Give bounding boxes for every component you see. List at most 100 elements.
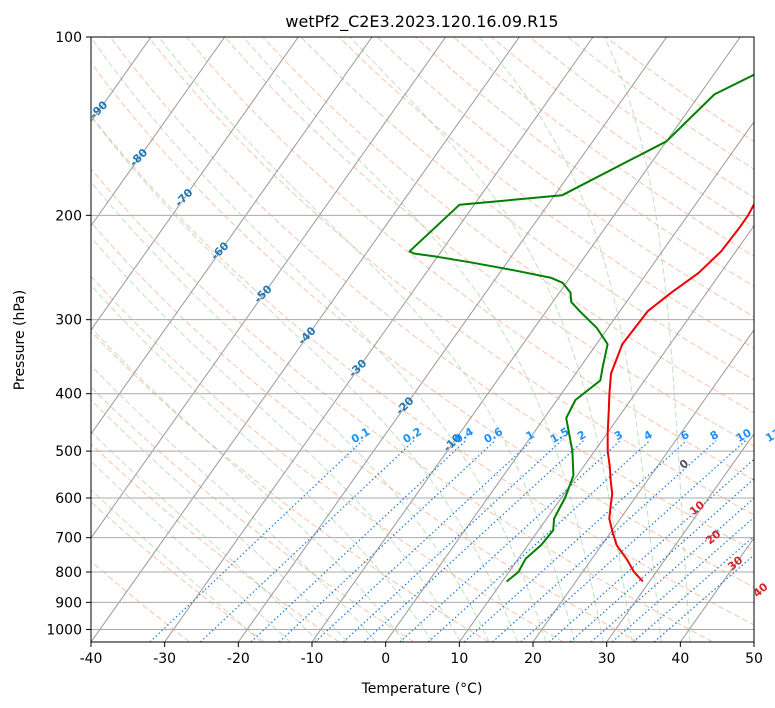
isotherm-line <box>385 120 754 642</box>
mixing-ratio-line <box>611 516 754 642</box>
isotherm-line <box>753 641 754 642</box>
mixing-ratio-line <box>463 440 688 642</box>
isotherm-line <box>164 37 594 642</box>
isotherm-line <box>91 37 520 642</box>
y-tick-label: 400 <box>55 387 82 403</box>
isotherm-label: -70 <box>172 186 195 209</box>
dry-adiabat-line <box>91 443 340 642</box>
x-tick-label: 30 <box>598 651 616 667</box>
isotherm-line <box>91 37 373 435</box>
mixing-ratio-line <box>590 497 754 642</box>
isotherm-line <box>606 433 754 642</box>
dry-adiabat-line <box>91 114 754 626</box>
moist-adiabat-label: 10 <box>687 498 707 518</box>
mixing-ratio-label: 3 <box>612 428 625 443</box>
y-tick-label: 700 <box>55 531 82 547</box>
mixing-ratio-line <box>342 440 562 642</box>
mixing-ratio-line <box>427 440 651 642</box>
moist-adiabat-line <box>91 115 518 642</box>
moist-adiabat-label: 30 <box>725 553 745 573</box>
isotherm-label: -80 <box>127 146 150 169</box>
mixing-ratio-label: 13 <box>763 426 775 445</box>
dry-adiabat-line <box>300 37 754 381</box>
dry-adiabat-line <box>91 501 265 642</box>
mixing-ratio-label: 0.2 <box>401 425 424 446</box>
moist-adiabat-line <box>91 430 320 642</box>
isotherm-line <box>458 224 754 642</box>
x-tick-label: -40 <box>80 651 103 667</box>
dry-adiabat-line <box>529 37 754 199</box>
isotherm-line <box>91 37 447 539</box>
mixing-ratio-line <box>199 440 415 642</box>
mixing-ratio-label: 6 <box>678 428 691 443</box>
isotherm-label: -60 <box>208 239 231 262</box>
y-tick-label: 1000 <box>46 622 82 638</box>
y-tick-label: 500 <box>55 444 82 460</box>
dry-adiabat-line <box>91 275 564 642</box>
dry-adiabat-line <box>338 37 754 349</box>
x-tick-label: 20 <box>524 651 542 667</box>
moist-adiabat-line <box>91 236 462 642</box>
dry-adiabat-line <box>91 221 639 642</box>
moist-adiabat-line <box>158 37 576 642</box>
x-tick-label: 50 <box>745 651 763 667</box>
x-axis-label: Temperature (°C) <box>361 681 483 697</box>
mixing-ratio-line <box>632 535 754 642</box>
y-tick-label: 300 <box>55 313 82 329</box>
moist-adiabat-line <box>349 37 633 642</box>
moist-adiabat-label: 20 <box>703 527 723 547</box>
y-tick-label: 200 <box>55 208 82 224</box>
moist-adiabat-line <box>91 326 405 642</box>
x-tick-label: -20 <box>227 651 250 667</box>
dry-adiabat-line <box>262 37 754 414</box>
x-tick-label: 0 <box>381 651 390 667</box>
mixing-ratio-line <box>314 440 533 642</box>
mixing-ratio-label: 0.6 <box>482 425 506 446</box>
isotherm-line <box>91 37 299 331</box>
isotherm-line <box>237 37 668 642</box>
moist-adiabat-line <box>91 364 377 642</box>
dry-adiabat-line <box>91 330 489 642</box>
moist-adiabat-line <box>91 399 348 642</box>
mixing-ratio-label: 1 <box>524 428 537 443</box>
dry-adiabat-line <box>148 37 754 516</box>
y-tick-label: 100 <box>55 30 82 46</box>
moist-adiabat-line <box>91 181 490 642</box>
mixing-ratio-line <box>569 478 754 642</box>
y-axis-label: Pressure (hPa) <box>12 290 28 390</box>
isotherm-label: -40 <box>295 324 318 347</box>
x-tick-label: -30 <box>153 651 176 667</box>
isotherm-line <box>679 537 754 642</box>
isotherm-line <box>0 37 4 642</box>
mixing-ratio-label: 0.4 <box>452 425 476 446</box>
isotherm-line <box>91 37 226 227</box>
mixing-ratio-label: 8 <box>708 428 721 443</box>
x-tick-label: 40 <box>671 651 689 667</box>
dry-adiabat-line <box>91 386 415 642</box>
dry-adiabat-line <box>91 167 713 642</box>
isotherm-label: -100 <box>42 51 71 80</box>
mixing-ratio-line <box>149 440 363 642</box>
moist-adiabat-line <box>91 489 262 642</box>
isotherm-label: -30 <box>346 356 369 379</box>
isotherm-label: -20 <box>393 394 416 417</box>
moist-adiabat-line <box>603 37 691 642</box>
dry-adiabat-line <box>376 37 754 318</box>
temperature-profile-line <box>606 202 754 583</box>
dry-adiabat-line <box>91 62 754 588</box>
isotherm-line <box>532 328 754 642</box>
mixing-ratio-line <box>278 440 496 642</box>
mixing-ratio-label: 4 <box>641 428 654 443</box>
isotherm-label: -50 <box>251 282 274 305</box>
mixing-ratio-label: 10 <box>734 426 754 445</box>
dry-adiabat-line <box>453 37 754 257</box>
mixing-ratio-line <box>548 458 754 642</box>
moist-adiabat-line <box>478 37 662 642</box>
dry-adiabat-line <box>91 560 191 642</box>
x-tick-label: -10 <box>301 651 324 667</box>
mixing-ratio-line <box>363 440 584 642</box>
y-tick-label: 600 <box>55 491 82 507</box>
x-tick-label: 10 <box>450 651 468 667</box>
dry-adiabat-line <box>224 37 754 447</box>
moist-adiabat-line <box>242 37 604 642</box>
